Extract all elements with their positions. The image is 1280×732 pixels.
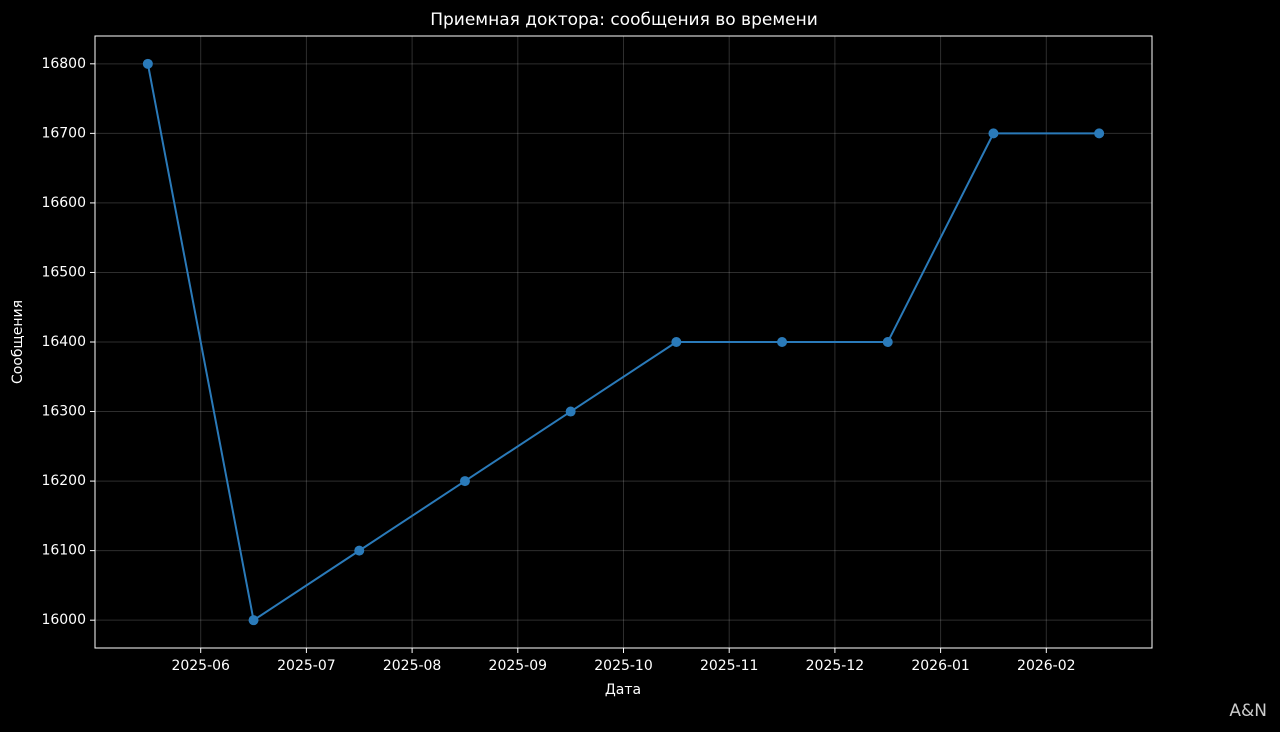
chart-title: Приемная доктора: сообщения во времени: [430, 10, 818, 30]
x-tick-label: 2026-02: [1017, 658, 1076, 674]
y-tick-label: 16700: [41, 125, 86, 141]
point: [354, 545, 365, 556]
y-tick-label: 16400: [41, 334, 86, 350]
x-tick-label: 2025-11: [700, 658, 759, 674]
point: [671, 337, 682, 347]
x-tick-label: 2025-07: [277, 658, 336, 674]
y-tick-label: 16300: [41, 404, 86, 420]
point: [565, 406, 576, 417]
point: [1094, 128, 1105, 139]
y-tick-label: 16200: [41, 473, 86, 489]
point: [988, 128, 999, 139]
y-tick-label: 16500: [41, 264, 86, 280]
point: [459, 476, 470, 487]
plot-frame: [94, 35, 1153, 649]
y-tick-label: 16600: [41, 195, 86, 211]
y-axis-label: Сообщения: [10, 300, 26, 384]
y-tick-label: 16000: [41, 612, 86, 628]
x-tick-label: 2025-12: [806, 658, 865, 674]
watermark: A&N: [1229, 701, 1267, 721]
x-axis-label: Дата: [605, 682, 641, 698]
point: [777, 337, 788, 347]
x-tick-label: 2026-01: [911, 658, 970, 674]
line: [146, 63, 1100, 622]
point: [882, 337, 893, 347]
y-tick-label: 16100: [41, 543, 86, 559]
point: [248, 615, 259, 626]
x-tick-label: 2025-10: [594, 658, 653, 674]
x-tick-label: 2025-09: [489, 658, 548, 674]
y-tick-label: 16800: [41, 56, 86, 72]
point: [142, 58, 153, 69]
x-tick-label: 2025-08: [383, 658, 442, 674]
x-tick-label: 2025-06: [171, 658, 230, 674]
